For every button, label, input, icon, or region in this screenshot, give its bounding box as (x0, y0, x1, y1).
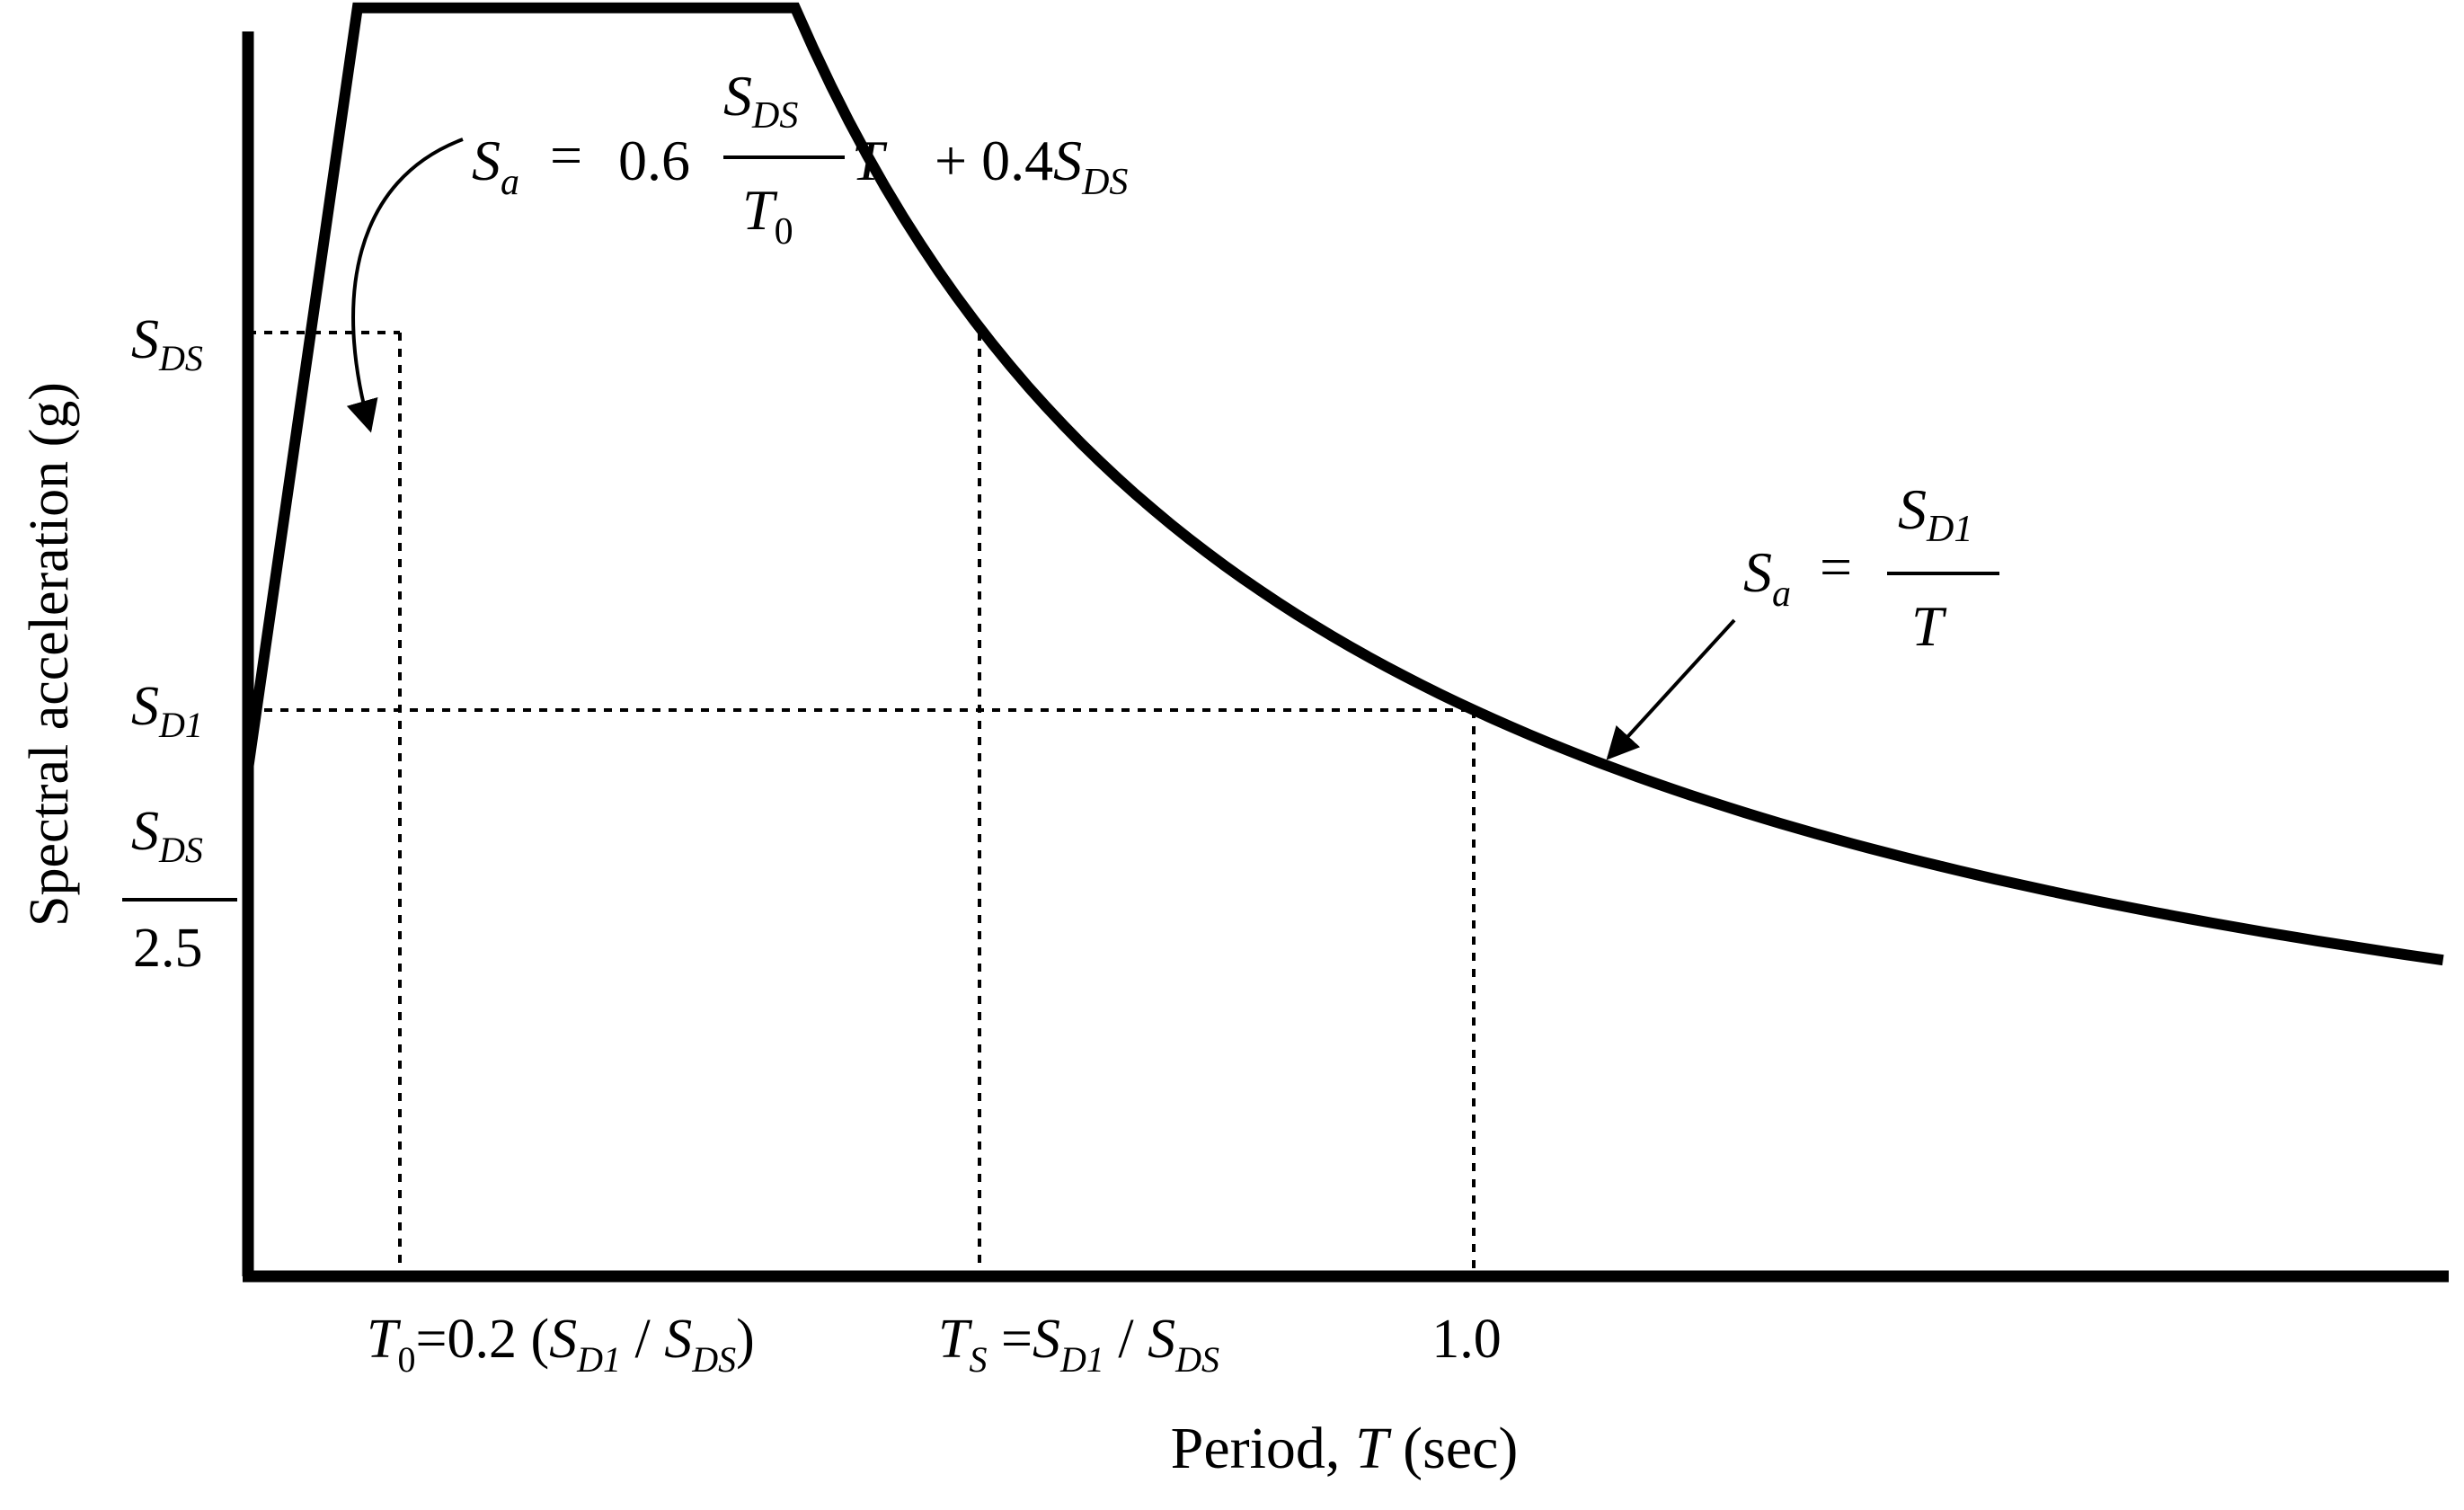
svg-text:0.6: 0.6 (618, 129, 690, 192)
svg-text:T: T (852, 129, 888, 192)
formula-rising-arrow (346, 138, 464, 433)
formula-decay-arrow (1606, 618, 1736, 760)
y-tick-sd1: SD1 (131, 676, 203, 745)
svg-text:Sa: Sa (472, 129, 519, 203)
x-tick-one: 1.0 (1431, 1309, 1502, 1370)
svg-text:=: = (1820, 535, 1852, 599)
svg-text:SD1: SD1 (1898, 477, 1972, 550)
svg-text:T0: T0 (742, 178, 793, 253)
formula-decay-branch: Sa = SD1 T (1743, 477, 1999, 658)
x-tick-ts: TS =SD1 / SDS (938, 1309, 1219, 1380)
x-axis-title: Period, T (sec) (1171, 1416, 1519, 1481)
svg-text:SDS: SDS (131, 801, 203, 870)
y-axis-title: Spectral acceleration (g) (19, 382, 80, 927)
y-tick-sds: SDS (131, 309, 203, 378)
svg-text:Sa: Sa (1743, 540, 1791, 615)
x-tick-t0: T0=0.2 (SD1 / SDS) (367, 1309, 755, 1380)
svg-text:2.5: 2.5 (133, 918, 203, 979)
svg-text:SDS: SDS (723, 64, 798, 137)
spectrum-curve (243, 2, 2444, 966)
svg-text:=: = (550, 123, 582, 187)
formula-rising-branch: Sa = 0.6 SDS T0 T + 0.4SDS (472, 64, 1128, 253)
y-tick-sds-over-2-5: SDS 2.5 (122, 801, 237, 979)
svg-text:T: T (1911, 594, 1947, 658)
svg-text:+ 0.4SDS: + 0.4SDS (935, 129, 1128, 203)
